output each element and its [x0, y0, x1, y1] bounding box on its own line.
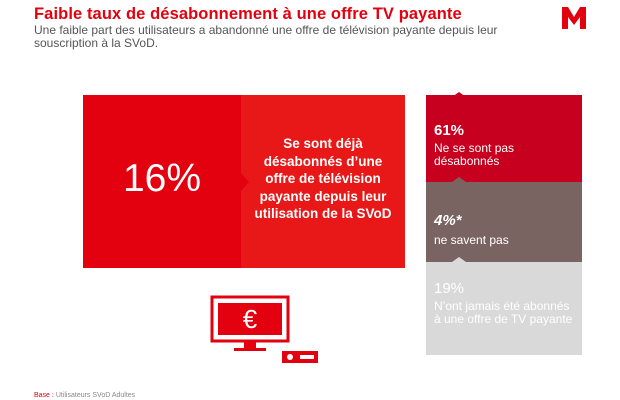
main-stat-box: 16% — [83, 95, 241, 268]
main-stat-text-box: Se sont déjà désabonnés d’une offre de t… — [241, 95, 405, 268]
segment-label: ne savent pas — [434, 233, 509, 247]
segment-not-unsubscribed: 61% Ne se sont pas désabonnés — [426, 95, 582, 182]
footer-text: Utilisateurs SVoD Adultes — [55, 392, 136, 399]
segment-value: 19% — [434, 280, 465, 297]
footer-note: Base : Utilisateurs SVoD Adultes — [34, 392, 135, 399]
main-stat-text: Se sont déjà désabonnés d’une offre de t… — [254, 136, 392, 221]
segment-label: N’ont jamais été abonnés à une offre de … — [434, 299, 573, 326]
segment-never-subscribed: 19% N’ont jamais été abonnés à une offre… — [426, 262, 582, 355]
footer-label: Base : — [34, 392, 54, 399]
page-subtitle: Une faible part des utilisateurs a aband… — [34, 23, 498, 50]
page-title: Faible taux de désabonnement à une offre… — [34, 5, 462, 23]
segment-label: Ne se sont pas désabonnés — [434, 141, 515, 168]
tv-euro-icon: € — [210, 295, 318, 363]
main-stat-notch — [241, 173, 249, 191]
segment-value: 4%* — [434, 212, 462, 229]
segment-pointer — [452, 92, 466, 97]
main-stat-value: 16% — [122, 157, 202, 200]
segment-dont-know: 4%* ne savent pas — [426, 182, 582, 262]
segment-pointer — [452, 257, 466, 262]
segment-pointer — [452, 177, 466, 182]
svg-text:€: € — [243, 304, 258, 334]
segment-value: 61% — [434, 122, 465, 139]
brand-logo-icon — [560, 5, 588, 31]
